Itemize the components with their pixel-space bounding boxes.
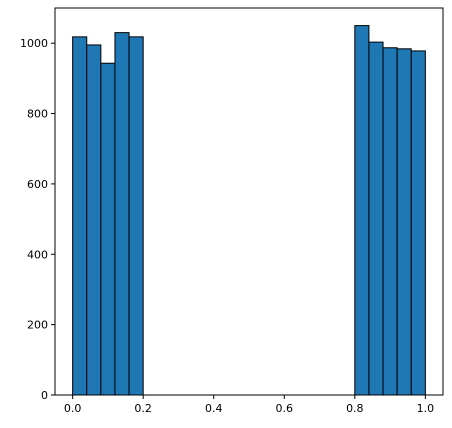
histogram-bar (396, 48, 412, 396)
y-tick-label: 800 (27, 108, 48, 121)
y-tick-label: 0 (41, 389, 48, 402)
x-tick-label: 0.8 (346, 402, 364, 415)
histogram-bar (128, 36, 144, 396)
x-axis-ticks: 0.0 0.2 0.4 0.6 0.8 1.0 (64, 395, 434, 415)
y-tick-label: 600 (27, 178, 48, 191)
histogram-bar (354, 25, 370, 396)
plot-frame (54, 7, 444, 396)
bars-group (72, 25, 426, 396)
x-tick-label: 1.0 (417, 402, 435, 415)
y-tick-label: 1000 (20, 37, 48, 50)
histogram-bar (114, 32, 130, 396)
y-axis-ticks: 0 200 400 600 800 1000 (20, 37, 55, 402)
x-tick-label: 0.6 (276, 402, 294, 415)
histogram-bar (368, 41, 384, 396)
histogram-bar (410, 50, 426, 396)
y-tick-label: 400 (27, 248, 48, 261)
histogram-bar (382, 47, 398, 396)
histogram-bar (100, 62, 116, 396)
x-tick-label: 0.4 (205, 402, 223, 415)
x-tick-label: 0.2 (134, 402, 152, 415)
y-tick-label: 200 (27, 319, 48, 332)
histogram-bar (72, 36, 88, 396)
x-tick-label: 0.0 (64, 402, 82, 415)
histogram-bar (86, 44, 102, 396)
